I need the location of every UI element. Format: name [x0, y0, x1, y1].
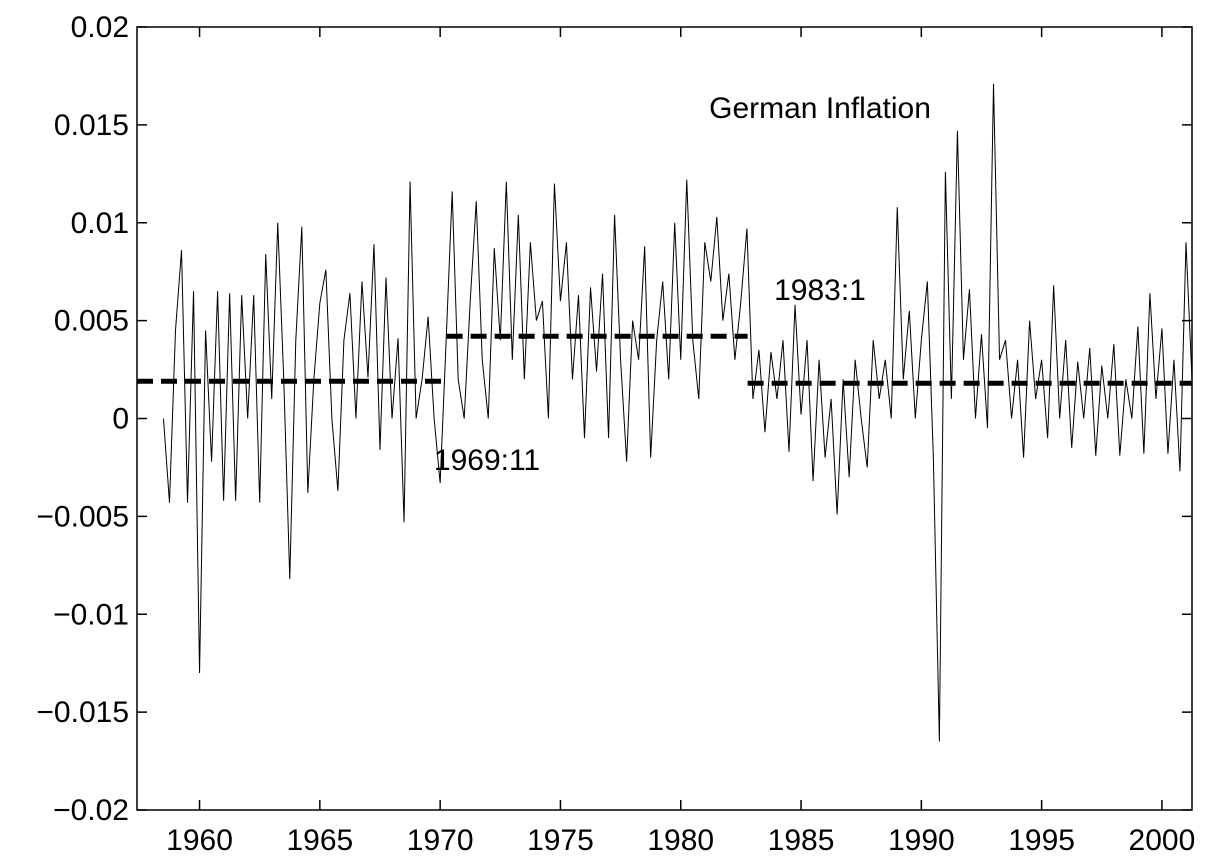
y-tick-label: 0.02	[71, 11, 129, 44]
x-tick-label: 1990	[888, 824, 955, 857]
y-tick-label: −0.02	[53, 794, 129, 827]
annotation: 1969:11	[434, 444, 540, 477]
annotation: German Inflation	[709, 92, 931, 125]
x-tick-label: 1975	[527, 824, 594, 857]
y-tick-label: −0.005	[36, 500, 129, 533]
x-tick-label: 1965	[286, 824, 353, 857]
y-tick-label: 0	[112, 403, 129, 436]
series-line	[162, 83, 1193, 742]
x-tick-label: 1995	[1008, 824, 1075, 857]
x-tick-label: 2000	[1129, 824, 1196, 857]
x-tick-label: 1985	[768, 824, 835, 857]
y-tick-label: −0.01	[53, 598, 129, 631]
y-tick-label: 0.015	[54, 109, 129, 142]
y-tick-label: 0.005	[54, 305, 129, 338]
plot-frame	[136, 26, 1193, 811]
x-tick-label: 1970	[407, 824, 474, 857]
annotation: 1983:1	[774, 274, 866, 307]
y-tick-label: −0.015	[36, 696, 129, 729]
x-tick-label: 1960	[166, 824, 233, 857]
x-tick-label: 1980	[647, 824, 714, 857]
y-tick-label: 0.01	[71, 207, 129, 240]
